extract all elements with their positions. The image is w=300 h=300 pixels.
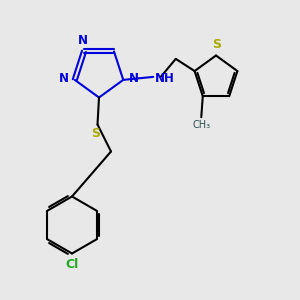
- Text: NH: NH: [155, 72, 175, 85]
- Text: N: N: [77, 34, 88, 47]
- Text: N: N: [129, 72, 139, 85]
- Text: N: N: [59, 72, 69, 85]
- Text: S: S: [212, 38, 221, 51]
- Text: Cl: Cl: [65, 258, 79, 271]
- Text: CH₃: CH₃: [192, 120, 210, 130]
- Text: S: S: [92, 127, 100, 140]
